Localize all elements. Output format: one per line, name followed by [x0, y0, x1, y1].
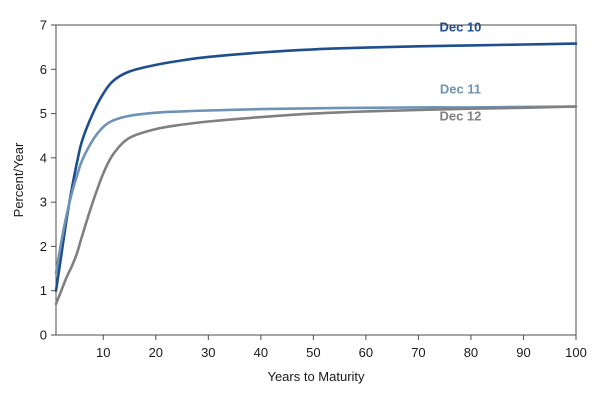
series-label-dec-11: Dec 11	[440, 81, 481, 96]
y-tick-label: 2	[40, 239, 47, 254]
series-label-dec-12: Dec 12	[439, 109, 481, 124]
series-labels: Dec 10 Dec 11 Dec 12	[439, 19, 481, 123]
x-tick-label: 50	[306, 345, 320, 360]
y-tick-label: 3	[40, 195, 47, 210]
x-tick-label: 90	[516, 345, 530, 360]
x-tick-label: 80	[464, 345, 478, 360]
y-tick-label: 1	[40, 283, 47, 298]
series-line-dec-12	[54, 105, 578, 306]
x-tick-label: 20	[149, 345, 163, 360]
x-axis-label: Years to Maturity	[267, 369, 365, 384]
x-tick-label: 70	[411, 345, 425, 360]
y-tick-label: 7	[40, 18, 47, 33]
series-label-dec-10: Dec 10	[439, 19, 481, 34]
x-tick-label: 30	[201, 345, 215, 360]
y-tick-label: 5	[40, 106, 47, 121]
x-axis-ticks: 10 20 30 40 50 60 70 80 90 100	[96, 335, 587, 360]
x-tick-label: 100	[565, 345, 587, 360]
y-tick-label: 6	[40, 62, 47, 77]
x-tick-label: 40	[254, 345, 268, 360]
series-line-dec-10	[54, 42, 578, 292]
x-tick-label: 60	[359, 345, 373, 360]
plot-frame	[55, 24, 577, 336]
y-axis-ticks: 0 1 2 3 4 5 6 7	[40, 18, 56, 343]
series-lines	[54, 42, 578, 306]
x-tick-label: 10	[96, 345, 110, 360]
series-line-dec-11	[54, 105, 578, 275]
y-tick-label: 0	[40, 328, 47, 343]
y-axis-label: Percent/Year	[11, 142, 26, 217]
y-tick-label: 4	[40, 150, 47, 165]
